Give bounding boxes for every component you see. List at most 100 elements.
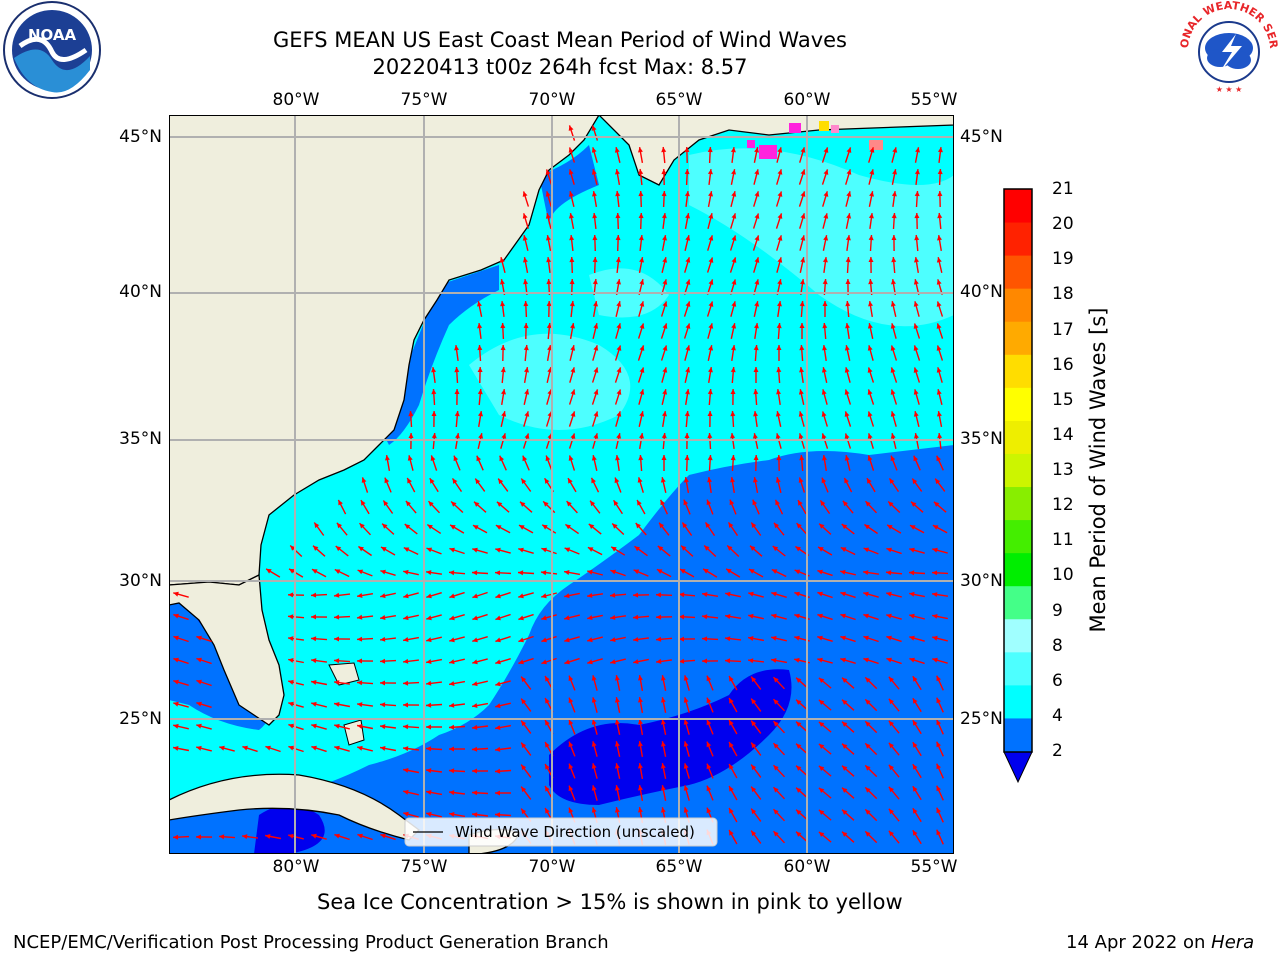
wind-wave-arrow-head bbox=[639, 257, 644, 263]
wind-wave-arrow-head bbox=[564, 615, 570, 621]
wind-wave-arrow-head bbox=[729, 830, 734, 836]
wind-wave-arrow-head bbox=[868, 279, 874, 285]
wind-wave-arrow-head bbox=[794, 613, 800, 619]
wind-wave-arrow-head bbox=[891, 191, 897, 197]
wind-wave-arrow-head bbox=[454, 411, 460, 417]
wind-wave-arrow-head bbox=[615, 235, 621, 241]
wind-wave-arrow-head bbox=[495, 703, 501, 709]
wind-wave-arrow-head bbox=[495, 681, 501, 687]
wind-wave-arrow-head bbox=[662, 301, 668, 307]
wind-wave-arrow-head bbox=[936, 785, 941, 792]
wind-wave-arrow-head bbox=[751, 522, 757, 528]
wind-wave-arrow-head bbox=[495, 525, 502, 530]
wind-wave-arrow-head bbox=[684, 411, 690, 417]
wind-wave-arrow-head bbox=[569, 235, 575, 241]
lon-tick-bottom: 65°W bbox=[655, 857, 703, 877]
wind-wave-arrow-head bbox=[818, 809, 825, 815]
wind-wave-arrow-head bbox=[518, 593, 524, 599]
wind-wave-arrow-head bbox=[685, 389, 690, 395]
wind-wave-arrow-head bbox=[660, 499, 665, 506]
wind-wave-arrow-head bbox=[430, 455, 436, 461]
wind-wave-arrow-head bbox=[867, 411, 873, 417]
wind-wave-arrow-head bbox=[639, 323, 645, 329]
wind-wave-arrow-head bbox=[173, 613, 179, 619]
wave-period-contour-lowest bbox=[549, 669, 792, 805]
wind-wave-arrow-head bbox=[500, 301, 506, 307]
wind-wave-arrow-head bbox=[428, 501, 434, 507]
wind-wave-arrow-head bbox=[729, 786, 734, 792]
wind-wave-arrow-head bbox=[570, 323, 575, 329]
wind-wave-arrow-head bbox=[817, 591, 823, 597]
wind-wave-arrow-head bbox=[334, 702, 340, 707]
wind-wave-arrow-head bbox=[798, 411, 804, 417]
wind-wave-arrow-head bbox=[891, 235, 897, 240]
wind-wave-arrow-head bbox=[472, 570, 478, 576]
wind-wave-arrow-head bbox=[890, 345, 896, 351]
wind-wave-arrow-head bbox=[936, 697, 941, 704]
wind-wave-arrow-head bbox=[888, 830, 894, 837]
wind-wave-arrow-head bbox=[845, 301, 851, 307]
wind-wave-arrow-head bbox=[403, 702, 408, 708]
wind-wave-arrow-head bbox=[638, 675, 643, 681]
wind-wave-arrow-head bbox=[751, 720, 757, 727]
wind-wave-arrow-head bbox=[796, 523, 802, 529]
wind-wave-arrow-head bbox=[472, 593, 478, 599]
wind-wave-arrow-head bbox=[706, 785, 712, 792]
wind-wave-arrow-head bbox=[403, 768, 409, 773]
wind-wave-arrow-head bbox=[937, 213, 943, 219]
wind-wave-arrow-head bbox=[403, 637, 409, 642]
wind-wave-arrow-head bbox=[638, 213, 644, 219]
wind-wave-arrow-head bbox=[912, 808, 918, 814]
footer-date: 14 Apr 2022 on Hera bbox=[1066, 932, 1254, 953]
wind-wave-arrow-head bbox=[821, 477, 827, 484]
wind-wave-arrow-head bbox=[936, 675, 941, 682]
wind-wave-arrow-head bbox=[656, 569, 663, 574]
wind-wave-arrow-head bbox=[427, 524, 433, 530]
wind-wave-arrow-head bbox=[616, 411, 622, 417]
wind-wave-arrow-head bbox=[913, 367, 919, 373]
wind-wave-arrow-head bbox=[748, 613, 754, 619]
wind-wave-arrow-head bbox=[771, 635, 777, 641]
wind-wave-arrow-head bbox=[633, 569, 640, 575]
wind-wave-arrow-head bbox=[518, 637, 524, 643]
colorbar-segment bbox=[1004, 387, 1032, 421]
wind-wave-arrow-head bbox=[886, 547, 892, 553]
wind-wave-arrow-head bbox=[753, 477, 758, 483]
wind-wave-arrow-head bbox=[334, 658, 340, 664]
wind-wave-arrow-head bbox=[794, 657, 800, 663]
wind-wave-arrow-head bbox=[936, 807, 941, 814]
lon-tick-bottom: 60°W bbox=[783, 857, 831, 877]
wind-wave-arrow-head bbox=[426, 790, 432, 795]
wind-wave-arrow-head bbox=[173, 635, 179, 641]
wind-wave-arrow-head bbox=[570, 433, 576, 439]
wind-wave-arrow-head bbox=[403, 724, 409, 730]
wind-wave-arrow-head bbox=[615, 455, 620, 461]
wind-wave-arrow-head bbox=[545, 676, 550, 682]
wind-wave-arrow-head bbox=[777, 147, 783, 153]
wind-wave-arrow-head bbox=[477, 301, 482, 307]
wind-wave-arrow-head bbox=[633, 659, 639, 664]
wind-wave-arrow-head bbox=[683, 763, 689, 769]
wind-wave-arrow-head bbox=[704, 545, 710, 551]
wind-wave-arrow-head bbox=[891, 279, 896, 285]
wind-wave-arrow-head bbox=[754, 257, 760, 263]
wind-wave-arrow-head bbox=[520, 501, 526, 507]
wind-wave-arrow-head bbox=[822, 455, 827, 461]
wind-wave-arrow-head bbox=[288, 701, 294, 707]
wind-wave-arrow-head bbox=[661, 807, 666, 813]
wind-wave-arrow-head bbox=[173, 834, 179, 840]
wind-wave-arrow-head bbox=[196, 723, 202, 729]
wind-wave-arrow-head bbox=[312, 569, 318, 574]
wind-wave-arrow-head bbox=[610, 659, 616, 665]
wind-wave-arrow-head bbox=[914, 257, 919, 263]
colorbar-tick-label: 10 bbox=[1052, 565, 1074, 586]
colorbar-segment bbox=[1004, 618, 1032, 653]
wind-wave-arrow-head bbox=[708, 257, 714, 263]
wind-wave-arrow-head bbox=[633, 637, 639, 642]
colorbar-segment bbox=[1004, 288, 1032, 322]
wind-wave-arrow-head bbox=[892, 169, 897, 175]
wind-wave-arrow-head bbox=[564, 593, 570, 599]
wind-wave-arrow-head bbox=[591, 785, 597, 791]
wind-wave-arrow-head bbox=[888, 698, 894, 705]
wind-wave-arrow-head bbox=[545, 191, 551, 197]
